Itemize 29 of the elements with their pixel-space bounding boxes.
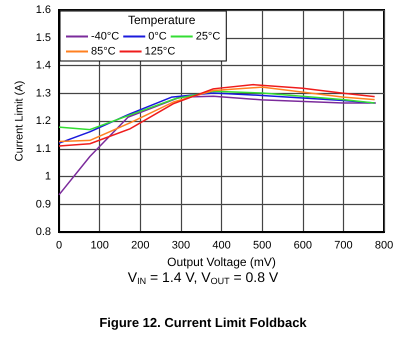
y-tick-label: 1.5: [36, 32, 51, 44]
x-tick-label: 500: [252, 240, 272, 252]
y-tick-label: 1.6: [36, 4, 51, 16]
legend-label: 85°C: [91, 46, 116, 58]
y-axis-title: Current Limit (A): [13, 80, 26, 162]
y-tick-label: 0.8: [36, 226, 51, 238]
y-tick-label: 0.9: [36, 198, 51, 210]
legend-label: 125°C: [144, 46, 176, 58]
x-tick-label: 800: [374, 240, 394, 252]
line-series: [58, 96, 377, 196]
legend-label: 25°C: [196, 30, 220, 42]
y-tick-label: 1: [44, 170, 51, 182]
text: Figure 12. Current Limit Foldback: [99, 315, 308, 330]
y-tick-label: 1.3: [36, 87, 51, 100]
line-series: [58, 90, 376, 130]
x-tick-label: 300: [172, 240, 190, 252]
legend-label: -40°C: [91, 30, 120, 42]
x-tick-label: 200: [131, 240, 150, 252]
y-tick-label: 1.1: [36, 142, 51, 155]
y-tick-label: 1.2: [36, 115, 51, 127]
x-axis-title: Output Voltage (mV): [167, 254, 276, 269]
x-tick-label: 100: [90, 240, 109, 252]
legend-title: Temperature: [128, 13, 196, 27]
y-tick-label: 1.4: [36, 60, 51, 72]
x-tick-label: 0: [56, 240, 62, 252]
x-tick-label: 600: [294, 240, 312, 252]
x-tick-label: 700: [334, 240, 353, 252]
legend-label: 0°C: [148, 30, 167, 42]
x-tick-label: 400: [212, 240, 231, 252]
